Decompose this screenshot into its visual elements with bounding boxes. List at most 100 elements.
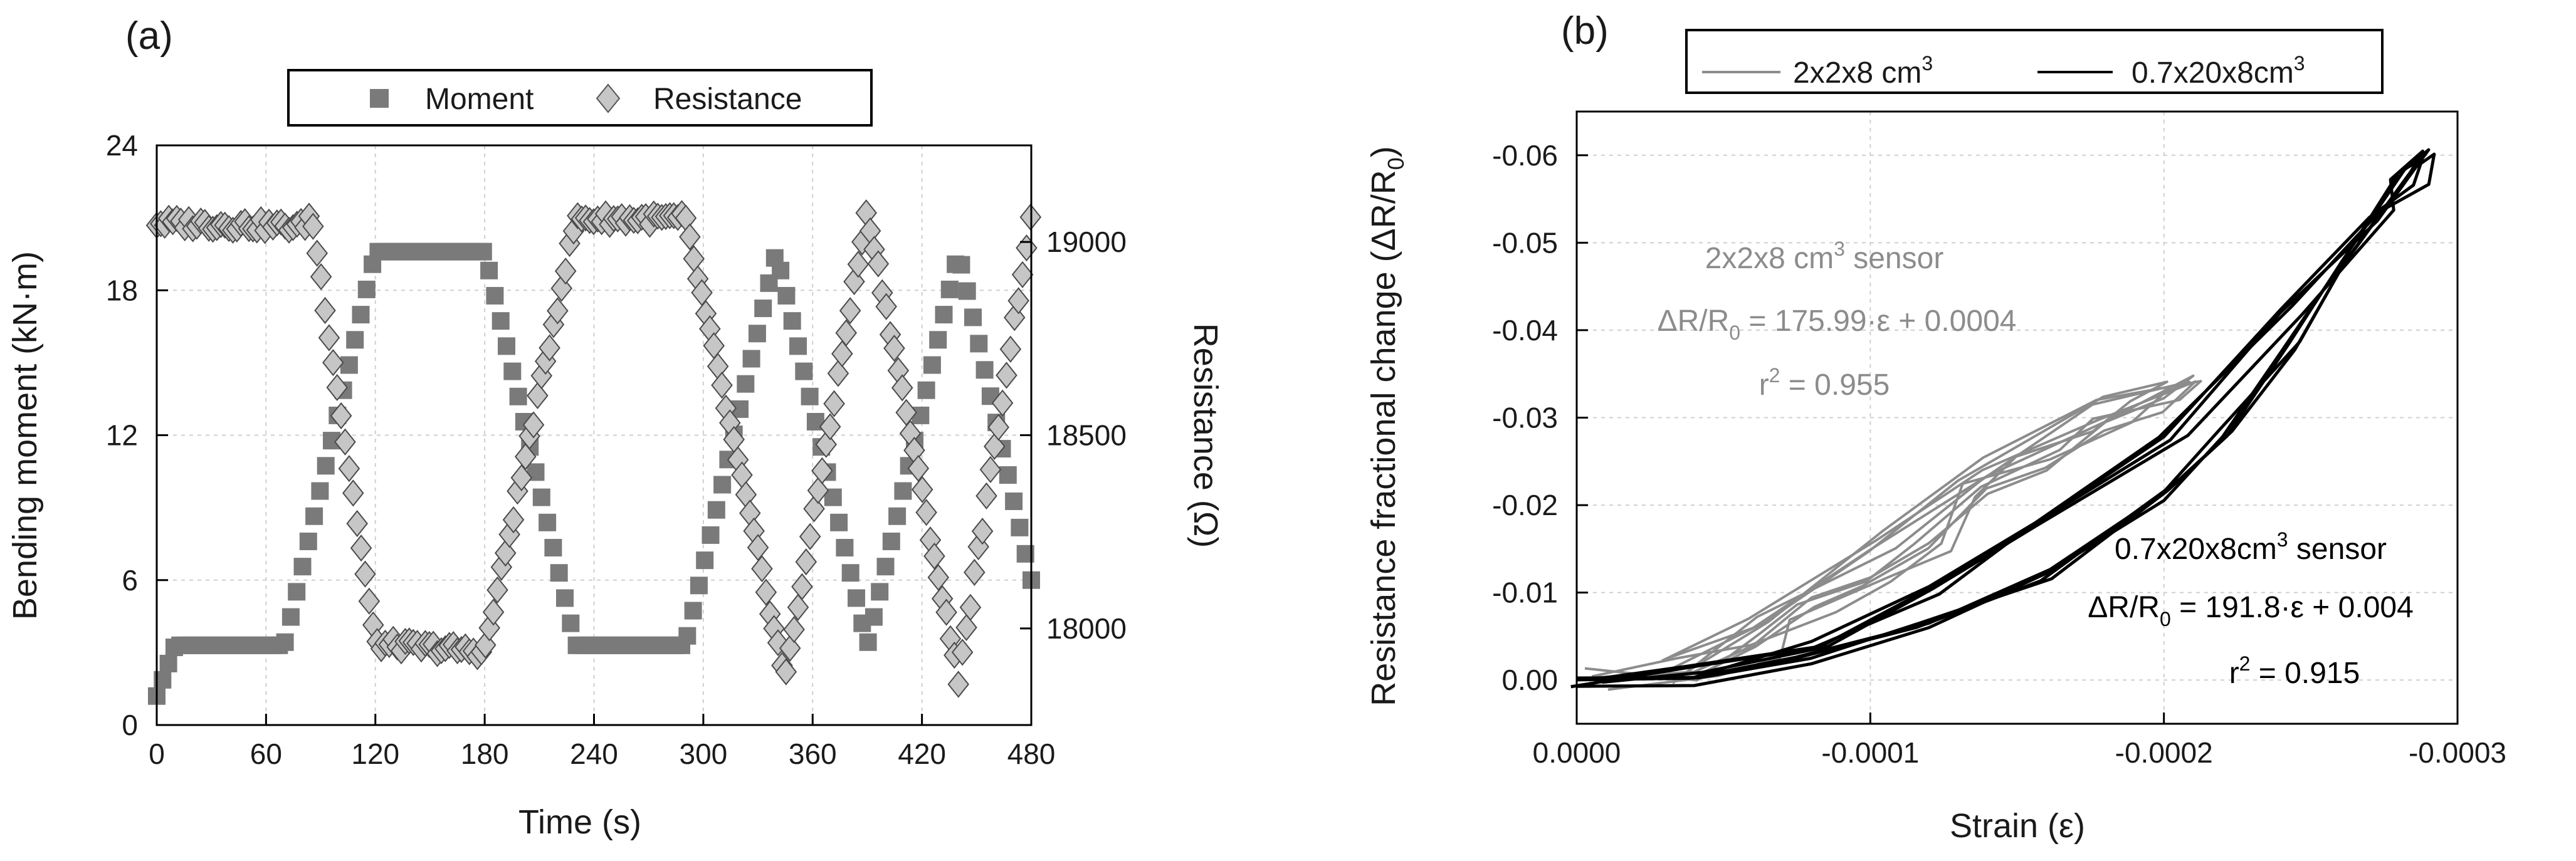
resistance-point <box>783 616 805 644</box>
moment-point <box>940 280 959 298</box>
moment-point <box>754 300 772 318</box>
resistance-point <box>891 374 913 402</box>
resistance-point <box>486 576 508 604</box>
y-tick-label: 0 <box>122 709 138 741</box>
ann-gray-title: 2x2x8 cm3 sensor <box>1705 237 1944 275</box>
resistance-point <box>787 593 809 621</box>
x-tick-label: 120 <box>351 738 399 770</box>
panel-b-ticks: 0.0000 -0.0001 -0.0002 -0.0003 0.00 -0.01 -0.0… <box>1492 139 2506 769</box>
legend-resistance-label: Resistance <box>653 83 802 116</box>
resistance-point <box>975 482 997 509</box>
resistance-point <box>791 573 813 600</box>
panel-a-ylabel: Bending moment (kN·m) <box>6 251 44 620</box>
y-tick-label: -0.05 <box>1492 226 1558 259</box>
resistance-point <box>883 335 905 362</box>
moment-point <box>707 501 725 519</box>
resistance-point <box>482 598 505 626</box>
legend-resistance-marker <box>596 83 621 113</box>
moment-point <box>684 602 702 620</box>
resistance-point <box>514 443 537 471</box>
y-tick-label: -0.02 <box>1492 489 1558 521</box>
resistance-point <box>539 334 560 362</box>
x-tick-label: 0 <box>149 738 165 770</box>
resistance-point <box>1011 261 1034 288</box>
moment-point <box>1005 492 1023 510</box>
x-tick-label: 300 <box>680 738 728 770</box>
moment-point <box>544 539 562 557</box>
resistance-point <box>811 457 833 484</box>
resistance-point <box>342 479 364 507</box>
moment-point <box>737 375 755 393</box>
legend-black-label: 0.7x20x8cm3 <box>2132 52 2305 90</box>
moment-point <box>539 513 557 531</box>
y-tick-label: 0.00 <box>1501 664 1558 696</box>
moment-point <box>888 507 907 525</box>
series-line <box>1591 380 2190 684</box>
resistance-point <box>979 456 1002 483</box>
moment-point <box>498 337 515 355</box>
resistance-point <box>823 390 845 417</box>
panel-b-grid <box>1577 112 2458 724</box>
y-tick-label: -0.03 <box>1492 402 1558 434</box>
resistance-point <box>779 634 801 662</box>
moment-point <box>346 331 364 349</box>
ann-black-title: 0.7x20x8cm3 sensor <box>2115 528 2387 566</box>
panel-a-legend: Moment Resistance <box>287 69 873 127</box>
moment-point <box>293 558 312 576</box>
resistance-point <box>354 560 376 588</box>
resistance-point <box>350 535 372 562</box>
y2-tick-label: 19000 <box>1046 226 1127 258</box>
resistance-point <box>318 324 340 352</box>
moment-point <box>783 312 801 330</box>
moment-point <box>748 325 766 343</box>
moment-point <box>929 331 947 349</box>
moment-point <box>865 608 883 626</box>
series-line <box>1607 380 2169 691</box>
moment-point <box>795 362 813 380</box>
resistance-point <box>707 353 729 380</box>
resistance-point <box>955 613 977 642</box>
resistance-point <box>839 297 861 325</box>
moment-point <box>841 564 860 582</box>
moment-point <box>678 627 697 645</box>
moment-point <box>801 387 819 405</box>
resistance-point <box>711 372 733 399</box>
resistance-point <box>547 297 569 325</box>
ann-black-r2: r2 = 0.915 <box>2229 652 2360 690</box>
resistance-point <box>867 250 890 278</box>
moment-point <box>876 558 895 576</box>
resistance-point <box>991 389 1014 417</box>
resistance-point <box>683 245 705 273</box>
panel-b-annotation-black: 0.7x20x8cm3 sensor ΔR/R0 = 191.8·ε + 0.0… <box>2088 528 2414 690</box>
resistance-point <box>923 542 945 570</box>
moment-point <box>690 577 708 595</box>
y2-tick-label: 18500 <box>1046 419 1127 452</box>
resistance-point <box>799 523 821 550</box>
ann-gray-r2: r2 = 0.955 <box>1759 364 1890 402</box>
y-tick-label: 18 <box>106 274 138 306</box>
panel-a-y2label: Resistance (Ω) <box>1187 323 1224 548</box>
panel-b-series <box>1570 148 2436 691</box>
moment-point <box>772 261 790 279</box>
legend-moment-label: Moment <box>425 83 534 116</box>
moment-point <box>713 476 732 494</box>
resistance-point <box>987 414 1009 441</box>
moment-point <box>964 308 982 326</box>
resistance-point <box>831 340 853 368</box>
y-tick-label: 12 <box>106 419 138 452</box>
y-tick-label: -0.06 <box>1492 139 1558 172</box>
moment-point <box>696 551 714 570</box>
x-tick-label: 360 <box>789 738 837 770</box>
x-tick-label: 0.0000 <box>1533 736 1621 769</box>
moment-point <box>532 488 550 506</box>
moment-point <box>352 306 370 324</box>
moment-point <box>159 654 177 672</box>
moment-point <box>276 633 294 651</box>
panel-a-ticks: 0 60 120 180 240 300 360 420 480 0 6 12 18 24 18000 185… <box>106 129 1127 770</box>
resistance-point <box>775 658 797 686</box>
moment-point <box>311 482 329 500</box>
moment-point <box>923 356 941 374</box>
moment-point <box>492 312 510 330</box>
legend-gray-label: 2x2x8 cm3 <box>1793 52 1933 90</box>
